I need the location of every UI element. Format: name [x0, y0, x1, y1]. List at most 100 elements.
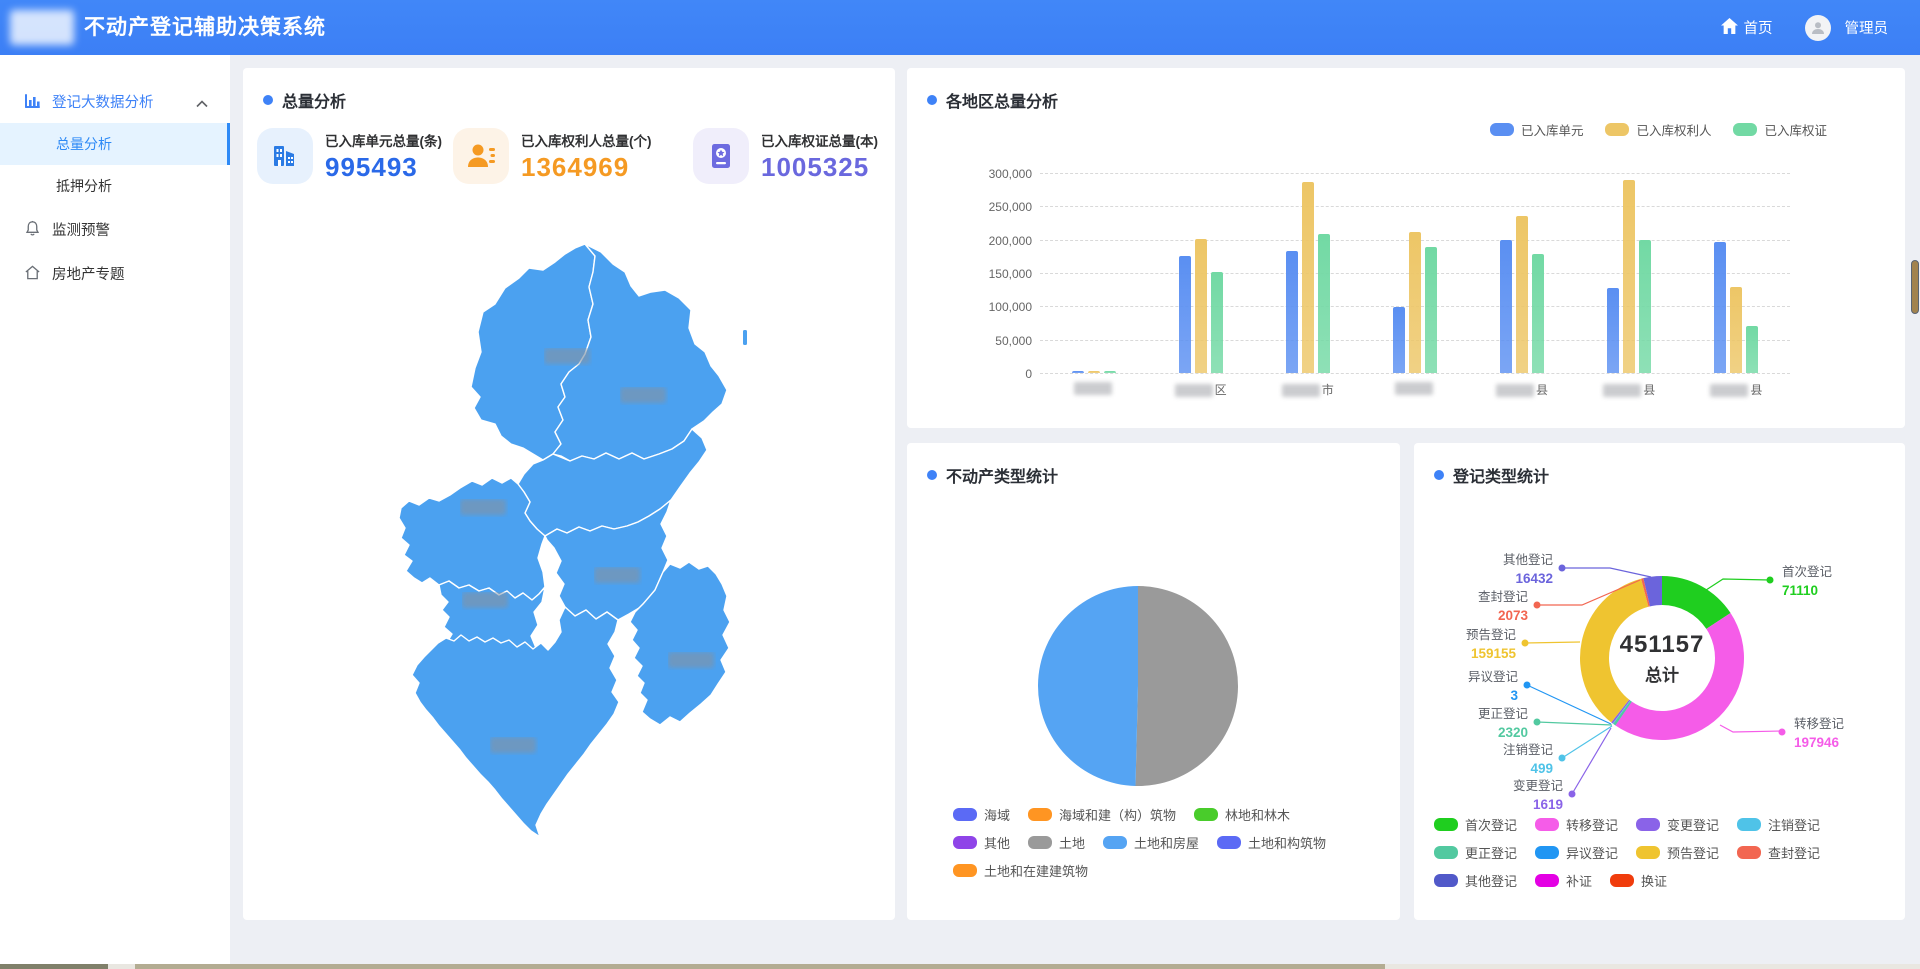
bar-group-1: [1072, 173, 1116, 373]
legend-item-土地和在建建筑物[interactable]: 土地和在建建筑物: [953, 861, 1088, 880]
certificate-icon: [693, 128, 749, 184]
stat-card-label: 已入库单元总量(条): [325, 130, 442, 150]
pie-panel-title: 不动产类型统计: [946, 463, 1058, 487]
bar-已入库权利人[interactable]: [1195, 239, 1207, 373]
callout-value: 1619: [1513, 797, 1563, 812]
stat-card-1: 已入库单元总量(条)995493: [257, 128, 453, 184]
sidebar-item-registration-bigdata[interactable]: 登记大数据分析: [0, 79, 230, 123]
legend-item-土地和房屋[interactable]: 土地和房屋: [1103, 833, 1199, 852]
donut-total-value: 451157: [1614, 631, 1710, 659]
map-district-4[interactable]: [399, 478, 545, 600]
bar-已入库权利人[interactable]: [1409, 232, 1421, 373]
stat-card-label: 已入库权利人总量(个): [521, 130, 652, 150]
region-map[interactable]: [243, 192, 895, 918]
legend-swatch: [1535, 874, 1559, 887]
horizontal-scrollbar-thumb-left[interactable]: [0, 964, 108, 969]
bar-chart[interactable]: 300,000250,000200,000150,000100,00050,00…: [907, 68, 1905, 428]
avatar[interactable]: [1805, 15, 1831, 41]
legend-item-土地和构筑物[interactable]: 土地和构筑物: [1217, 833, 1326, 852]
donut-callout-变更登记: 变更登记1619: [1513, 775, 1563, 812]
legend-item-林地和林木[interactable]: 林地和林木: [1194, 805, 1290, 824]
donut-callout-查封登记: 查封登记2073: [1478, 586, 1528, 623]
legend-item-更正登记[interactable]: 更正登记: [1434, 843, 1517, 862]
legend-swatch: [1636, 846, 1660, 859]
bar-已入库权证[interactable]: [1211, 272, 1223, 373]
legend-item-海域和建（构）筑物[interactable]: 海域和建（构）筑物: [1028, 805, 1176, 824]
bar-已入库权证[interactable]: [1532, 254, 1544, 373]
legend-item-变更登记[interactable]: 变更登记: [1636, 815, 1719, 834]
donut-callout-首次登记: 首次登记 71110: [1782, 561, 1832, 598]
legend-label: 预告登记: [1667, 843, 1719, 862]
bar-已入库单元[interactable]: [1607, 288, 1619, 373]
callout-name: 首次登记: [1782, 561, 1832, 580]
vertical-scrollbar-thumb[interactable]: [1911, 260, 1919, 314]
legend-label: 补证: [1566, 871, 1592, 890]
legend-item-查封登记[interactable]: 查封登记: [1737, 843, 1820, 862]
legend-item-土地[interactable]: 土地: [1028, 833, 1085, 852]
app-header: 不动产登记辅助决策系统 首页 管理员: [0, 0, 1920, 55]
bar-已入库单元[interactable]: [1072, 371, 1084, 373]
donut-callout-注销登记: 注销登记499: [1503, 739, 1553, 776]
bar-已入库权利人[interactable]: [1302, 182, 1314, 373]
legend-item-注销登记[interactable]: 注销登记: [1737, 815, 1820, 834]
bar-group-3: [1286, 173, 1330, 373]
legend-item-异议登记[interactable]: 异议登记: [1535, 843, 1618, 862]
callout-line-更正登记: [1537, 722, 1612, 725]
map-label-blurred-3: [460, 499, 506, 515]
bar-已入库权利人[interactable]: [1623, 180, 1635, 373]
map-label-blurred-1: [544, 348, 590, 364]
app-title: 不动产登记辅助决策系统: [84, 0, 326, 55]
x-category-label: 市: [1254, 381, 1361, 398]
user-menu[interactable]: 管理员: [1845, 17, 1889, 38]
sidebar-item-realestate-topic[interactable]: 房地产专题: [0, 251, 230, 295]
sidebar-item-monitor-warning[interactable]: 监测预警: [0, 207, 230, 251]
callout-value: 71110: [1782, 583, 1832, 598]
legend-swatch: [1434, 874, 1458, 887]
legend-swatch: [1535, 818, 1559, 831]
home-icon: [1721, 18, 1738, 38]
bar-已入库权利人[interactable]: [1516, 216, 1528, 373]
overview-panel-title: 总量分析: [282, 88, 346, 112]
legend-item-换证[interactable]: 换证: [1610, 871, 1667, 890]
x-category-label: [1040, 381, 1147, 395]
bar-已入库权利人[interactable]: [1730, 287, 1742, 373]
bar-已入库权证[interactable]: [1639, 240, 1651, 373]
bar-已入库单元[interactable]: [1393, 307, 1405, 373]
legend-swatch: [1737, 818, 1761, 831]
bar-已入库单元[interactable]: [1286, 251, 1298, 373]
legend-item-其他登记[interactable]: 其他登记: [1434, 871, 1517, 890]
legend-item-其他[interactable]: 其他: [953, 833, 1010, 852]
bar-已入库单元[interactable]: [1500, 240, 1512, 373]
bar-group-2: [1179, 173, 1223, 373]
bar-已入库权证[interactable]: [1104, 371, 1116, 373]
legend-item-补证[interactable]: 补证: [1535, 871, 1592, 890]
legend-item-海域[interactable]: 海域: [953, 805, 1010, 824]
sidebar-item-mortgage-analysis[interactable]: 抵押分析: [0, 165, 230, 207]
callout-dot-变更登记: [1569, 791, 1576, 798]
map-label-blurred-2: [620, 387, 666, 403]
stat-card-3: 已入库权证总量(本)1005325: [693, 128, 883, 184]
pie-slice-土地[interactable]: [1135, 586, 1238, 786]
legend-item-首次登记[interactable]: 首次登记: [1434, 815, 1517, 834]
sidebar-item-total-analysis[interactable]: 总量分析: [0, 123, 230, 165]
y-tick-label: 300,000: [922, 167, 1032, 181]
horizontal-scrollbar-thumb[interactable]: [135, 964, 1385, 969]
bar-已入库权证[interactable]: [1318, 234, 1330, 373]
bar-已入库权证[interactable]: [1746, 326, 1758, 373]
house-icon: [24, 264, 42, 282]
user-name-label: 管理员: [1845, 17, 1889, 38]
legend-item-预告登记[interactable]: 预告登记: [1636, 843, 1719, 862]
x-category-label: 县: [1683, 381, 1790, 398]
horizontal-scrollbar[interactable]: [0, 964, 1920, 969]
bar-已入库权利人[interactable]: [1088, 371, 1100, 373]
bar-已入库单元[interactable]: [1179, 256, 1191, 373]
bar-已入库单元[interactable]: [1714, 242, 1726, 373]
stat-card-2: 已入库权利人总量(个)1364969: [453, 128, 693, 184]
title-dot: [927, 470, 937, 480]
home-nav-button[interactable]: 首页: [1721, 17, 1773, 38]
legend-item-转移登记[interactable]: 转移登记: [1535, 815, 1618, 834]
y-tick-label: 50,000: [922, 334, 1032, 348]
pie-slice-土地和房屋[interactable]: [1038, 586, 1138, 786]
map-label-blurred-7: [490, 737, 536, 753]
bar-已入库权证[interactable]: [1425, 247, 1437, 373]
